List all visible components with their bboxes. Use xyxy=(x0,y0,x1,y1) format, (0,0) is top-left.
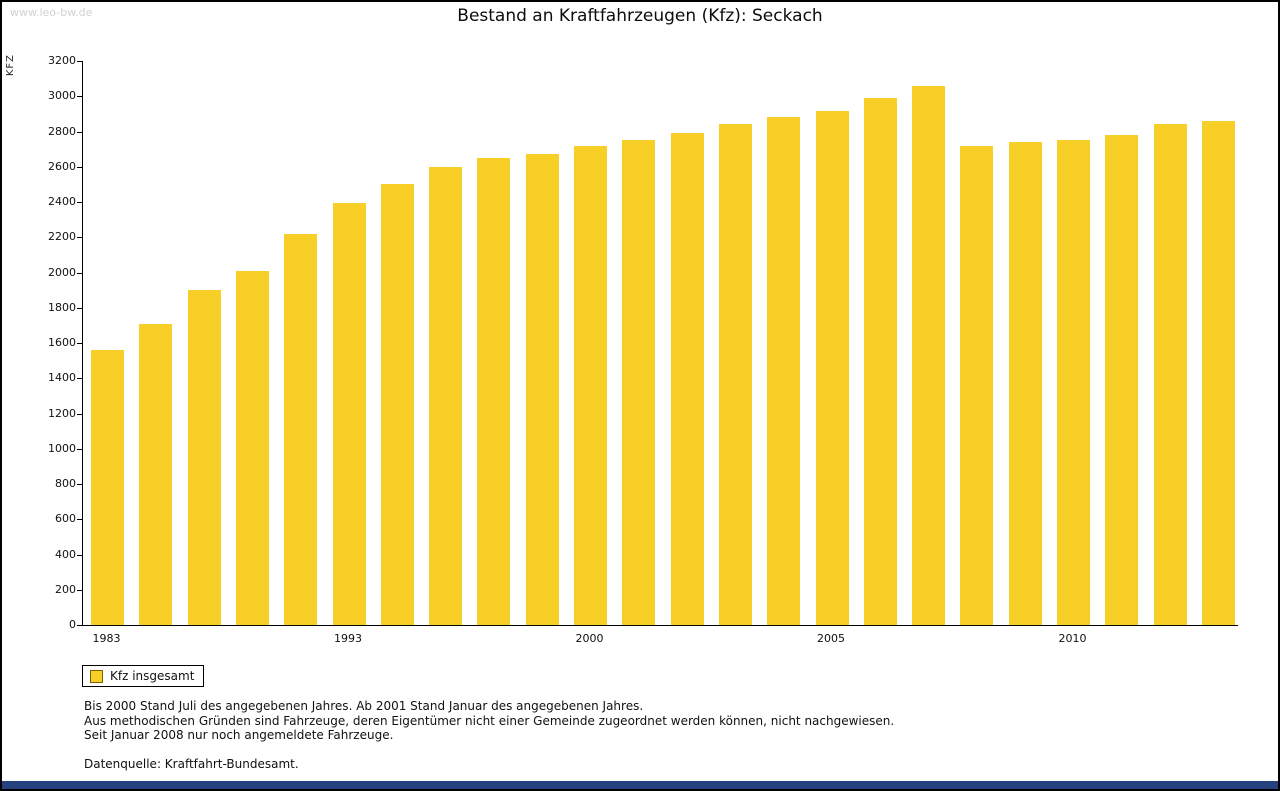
y-tick-mark xyxy=(77,96,82,98)
bar-1999 xyxy=(525,154,559,625)
footnote-line-3: Seit Januar 2008 nur noch angemeldete Fa… xyxy=(84,728,394,742)
y-tick-label-2400: 2400 xyxy=(48,195,76,208)
footer-bar xyxy=(2,781,1278,789)
bar-2010 xyxy=(1057,140,1090,625)
y-tick-label-800: 800 xyxy=(55,477,76,490)
y-tick-mark xyxy=(77,519,82,521)
y-tick-mark xyxy=(77,448,82,450)
x-tick-label-1983: 1983 xyxy=(92,632,121,645)
y-tick-label-2000: 2000 xyxy=(48,265,76,279)
bar-1985 xyxy=(139,323,173,625)
legend-swatch xyxy=(90,669,103,683)
footnote-line-1: Bis 2000 Stand Juli des angegebenen Jahr… xyxy=(84,699,644,713)
y-tick-label-1200: 1200 xyxy=(48,406,76,420)
bar-2003 xyxy=(718,123,752,625)
y-tick-mark xyxy=(77,61,82,62)
y-tick-mark xyxy=(77,307,82,309)
bar-2011 xyxy=(1105,135,1139,625)
y-tick-label-2800: 2800 xyxy=(48,124,76,138)
bar-2002 xyxy=(670,133,704,625)
bar-2007 xyxy=(912,85,946,625)
x-tick-label-1993: 1993 xyxy=(334,632,362,645)
plot-area xyxy=(82,61,1238,626)
x-tick-label-2000: 2000 xyxy=(575,632,604,645)
y-tick-mark xyxy=(77,413,82,415)
y-tick-label-1000: 1000 xyxy=(48,441,76,455)
bar-1983 xyxy=(91,350,124,625)
y-tick-mark xyxy=(77,589,82,591)
bar-2009 xyxy=(1008,142,1042,625)
y-axis-title: KFZ xyxy=(5,54,16,77)
y-tick-label-1800: 1800 xyxy=(48,300,76,314)
footnotes: Bis 2000 Stand Juli des angegebenen Jahr… xyxy=(84,699,894,771)
bar-2000 xyxy=(574,146,607,625)
y-tick-mark xyxy=(77,343,82,344)
bar-2008 xyxy=(960,145,994,625)
bar-2005 xyxy=(815,111,849,625)
y-tick-mark xyxy=(77,484,82,485)
bar-1995 xyxy=(380,183,414,625)
y-tick-mark xyxy=(77,237,82,239)
bar-1987 xyxy=(187,290,221,625)
y-tick-label-3200: 3200 xyxy=(48,54,76,67)
bar-1998 xyxy=(477,157,511,625)
x-tick-label-2005: 2005 xyxy=(817,632,845,645)
y-tick-mark xyxy=(77,166,82,168)
bar-1991 xyxy=(284,233,318,625)
x-tick-label-2010: 2010 xyxy=(1058,632,1087,645)
bar-2013 xyxy=(1201,120,1235,625)
y-tick-label-2200: 2200 xyxy=(48,230,76,244)
y-tick-mark xyxy=(77,625,82,626)
y-tick-mark xyxy=(77,272,82,274)
y-tick-mark xyxy=(77,554,82,556)
y-tick-label-2600: 2600 xyxy=(48,159,76,173)
bar-2006 xyxy=(863,98,897,625)
bar-2004 xyxy=(767,116,801,625)
bar-2001 xyxy=(622,140,656,625)
footnote-line-2: Aus methodischen Gründen sind Fahrzeuge,… xyxy=(84,713,895,728)
y-tick-label-200: 200 xyxy=(55,582,76,596)
legend-label: Kfz insgesamt xyxy=(110,669,195,683)
y-tick-label-0: 0 xyxy=(69,618,76,631)
y-tick-mark xyxy=(77,131,82,133)
bar-1993 xyxy=(332,202,366,625)
bar-1989 xyxy=(235,270,269,625)
y-tick-label-1600: 1600 xyxy=(48,336,76,349)
bar-2012 xyxy=(1153,124,1187,625)
legend: Kfz insgesamt xyxy=(82,665,205,687)
y-tick-mark xyxy=(77,202,82,203)
y-tick-label-400: 400 xyxy=(55,547,76,561)
y-tick-label-3000: 3000 xyxy=(48,89,76,103)
y-tick-label-1400: 1400 xyxy=(48,371,76,385)
y-tick-mark xyxy=(77,378,82,380)
bar-1997 xyxy=(429,166,463,625)
chart-title: Bestand an Kraftfahrzeugen (Kfz): Seckac… xyxy=(457,6,823,26)
y-tick-label-600: 600 xyxy=(55,512,76,526)
data-source: Datenquelle: Kraftfahrt-Bundesamt. xyxy=(84,756,299,771)
watermark: www.leo-bw.de xyxy=(10,6,93,19)
